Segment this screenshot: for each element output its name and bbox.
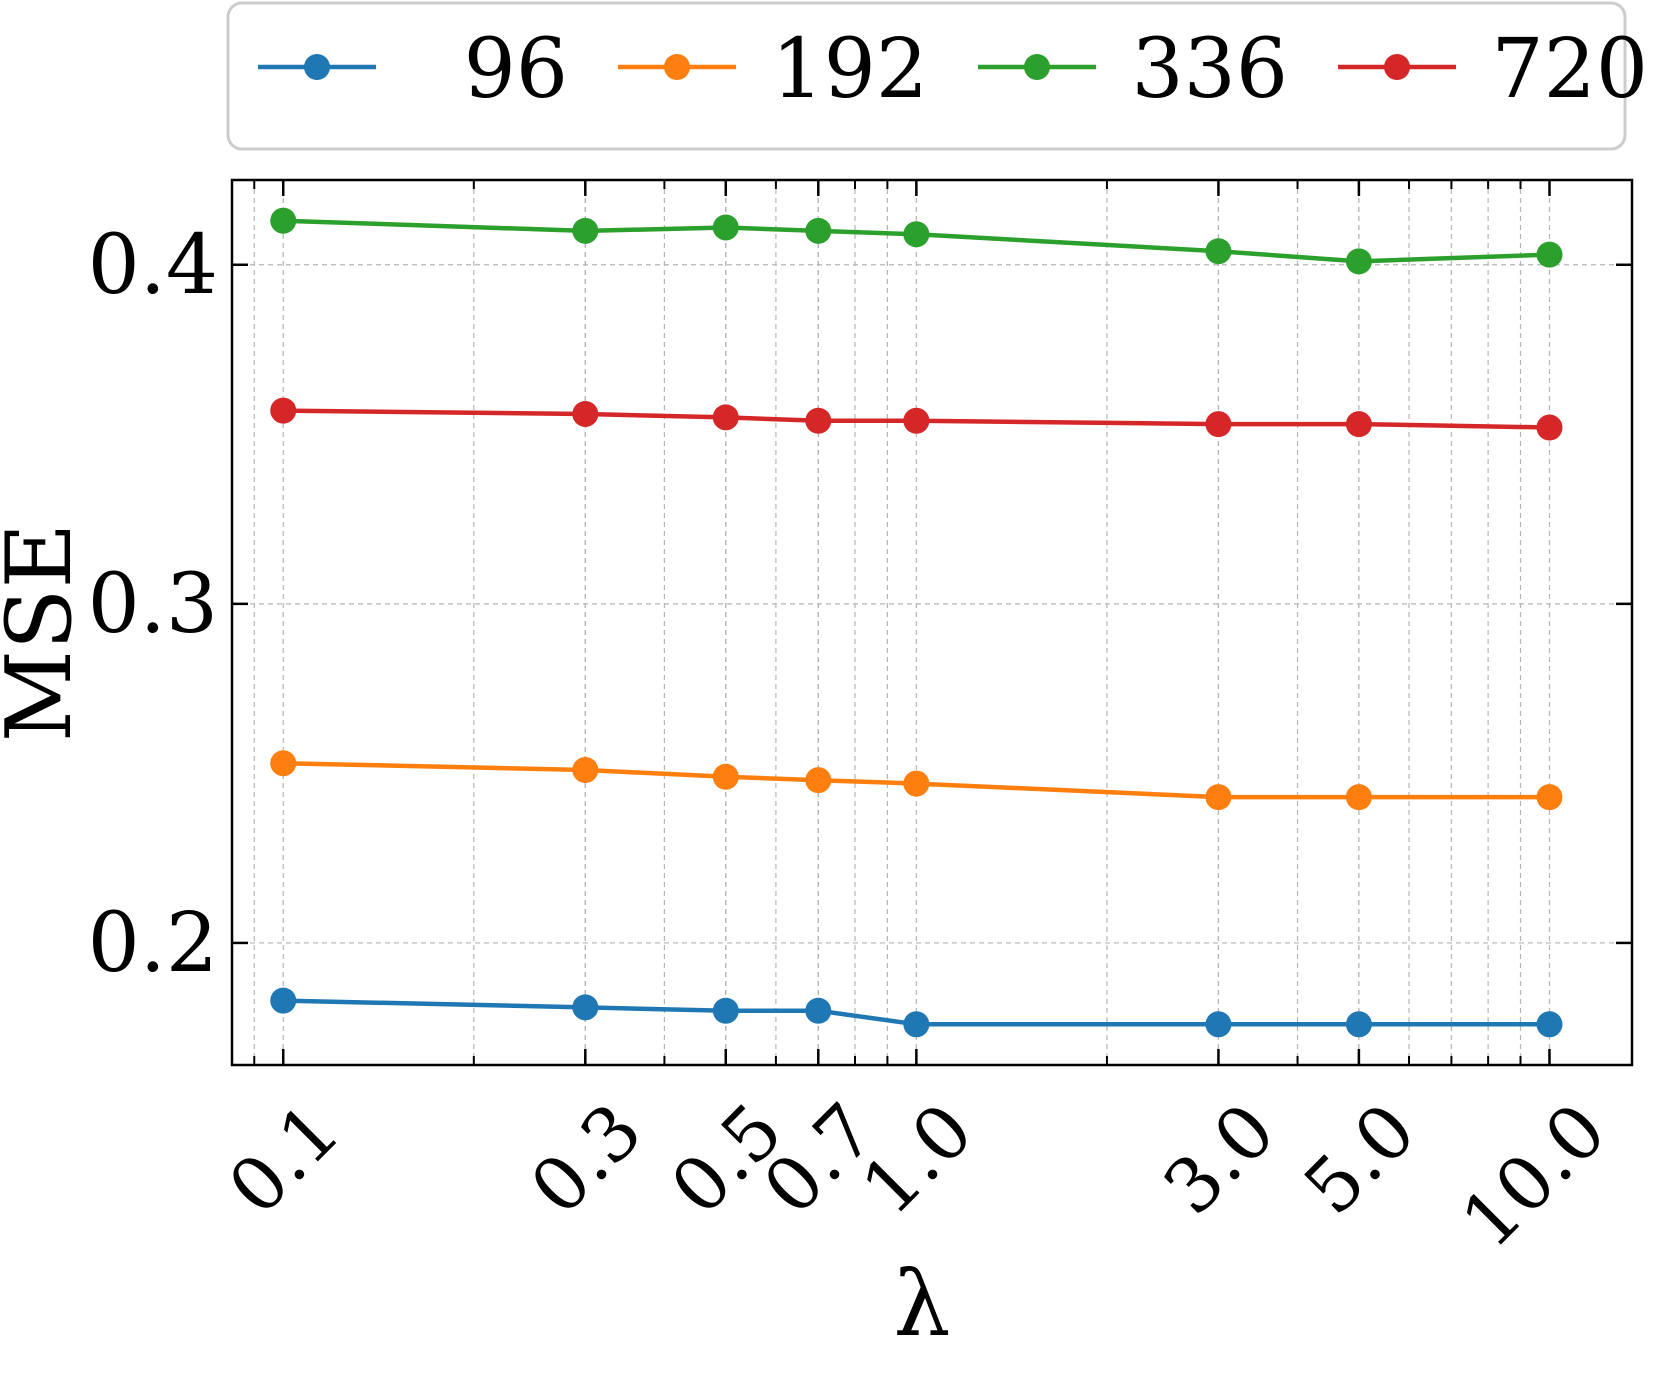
data-point-336 (805, 217, 832, 244)
series-layer (270, 207, 1563, 1038)
legend-label: 192 (771, 22, 928, 117)
data-point-96 (903, 1011, 930, 1038)
legend-label: 720 (1491, 22, 1648, 117)
data-point-96 (270, 987, 297, 1014)
data-point-96 (1205, 1011, 1232, 1038)
x-tick-label: 0.1 (212, 1087, 356, 1231)
data-point-720 (270, 397, 297, 424)
data-point-192 (903, 770, 930, 797)
series-line-336 (283, 218, 1550, 264)
y-axis-label: MSE (0, 523, 92, 743)
data-point-192 (805, 767, 832, 794)
series-336 (270, 207, 1563, 275)
legend-marker (1024, 54, 1050, 80)
y-tick-label: 0.2 (88, 896, 218, 991)
x-tick-label: 0.3 (514, 1087, 658, 1231)
data-point-336 (1345, 248, 1372, 275)
data-point-192 (1205, 784, 1232, 811)
series-line-192 (283, 760, 1550, 800)
data-point-96 (712, 997, 739, 1024)
legend-marker (304, 54, 330, 80)
data-point-720 (903, 407, 930, 434)
data-point-336 (270, 207, 297, 234)
grid (232, 180, 1632, 1065)
data-point-720 (1536, 414, 1563, 441)
data-point-192 (1536, 784, 1563, 811)
legend-box (226, 1, 1627, 151)
series-line-96 (283, 998, 1550, 1027)
data-point-192 (712, 763, 739, 790)
legend: 96 192 336 720 (226, 1, 1648, 151)
data-point-96 (572, 994, 599, 1021)
data-point-336 (1205, 238, 1232, 265)
data-point-96 (805, 997, 832, 1024)
x-tick-label: 3.0 (1148, 1087, 1292, 1231)
legend-label: 96 (464, 22, 568, 117)
data-point-720 (572, 400, 599, 427)
y-tick-label: 0.3 (88, 557, 218, 652)
x-axis-label: λ (893, 1252, 950, 1357)
legend-marker (1384, 54, 1410, 80)
series-192 (270, 750, 1563, 811)
data-point-96 (1345, 1011, 1372, 1038)
data-point-336 (572, 217, 599, 244)
data-point-336 (712, 214, 739, 241)
data-point-720 (805, 407, 832, 434)
legend-marker (664, 54, 690, 80)
y-tick-label: 0.4 (88, 218, 218, 313)
data-point-336 (903, 221, 930, 248)
data-point-720 (1345, 411, 1372, 438)
plot-frame (230, 178, 1634, 1067)
legend-label: 336 (1131, 22, 1288, 117)
data-point-336 (1536, 241, 1563, 268)
legend-entry-720: 720 (1338, 22, 1648, 117)
series-96 (270, 987, 1563, 1038)
data-point-192 (270, 750, 297, 777)
x-tick-label: 1.0 (846, 1087, 990, 1231)
data-point-720 (712, 404, 739, 431)
x-tick-label: 5.0 (1288, 1087, 1432, 1231)
data-point-96 (1536, 1011, 1563, 1038)
series-line-720 (283, 408, 1550, 430)
legend-entry-336: 336 (978, 22, 1288, 117)
legend-entry-96: 96 (258, 22, 568, 117)
data-point-192 (572, 757, 599, 783)
data-point-192 (1345, 784, 1372, 811)
series-720 (270, 397, 1563, 441)
x-tick-label: 10.0 (1445, 1087, 1622, 1264)
legend-entry-192: 192 (618, 22, 928, 117)
data-point-720 (1205, 411, 1232, 438)
